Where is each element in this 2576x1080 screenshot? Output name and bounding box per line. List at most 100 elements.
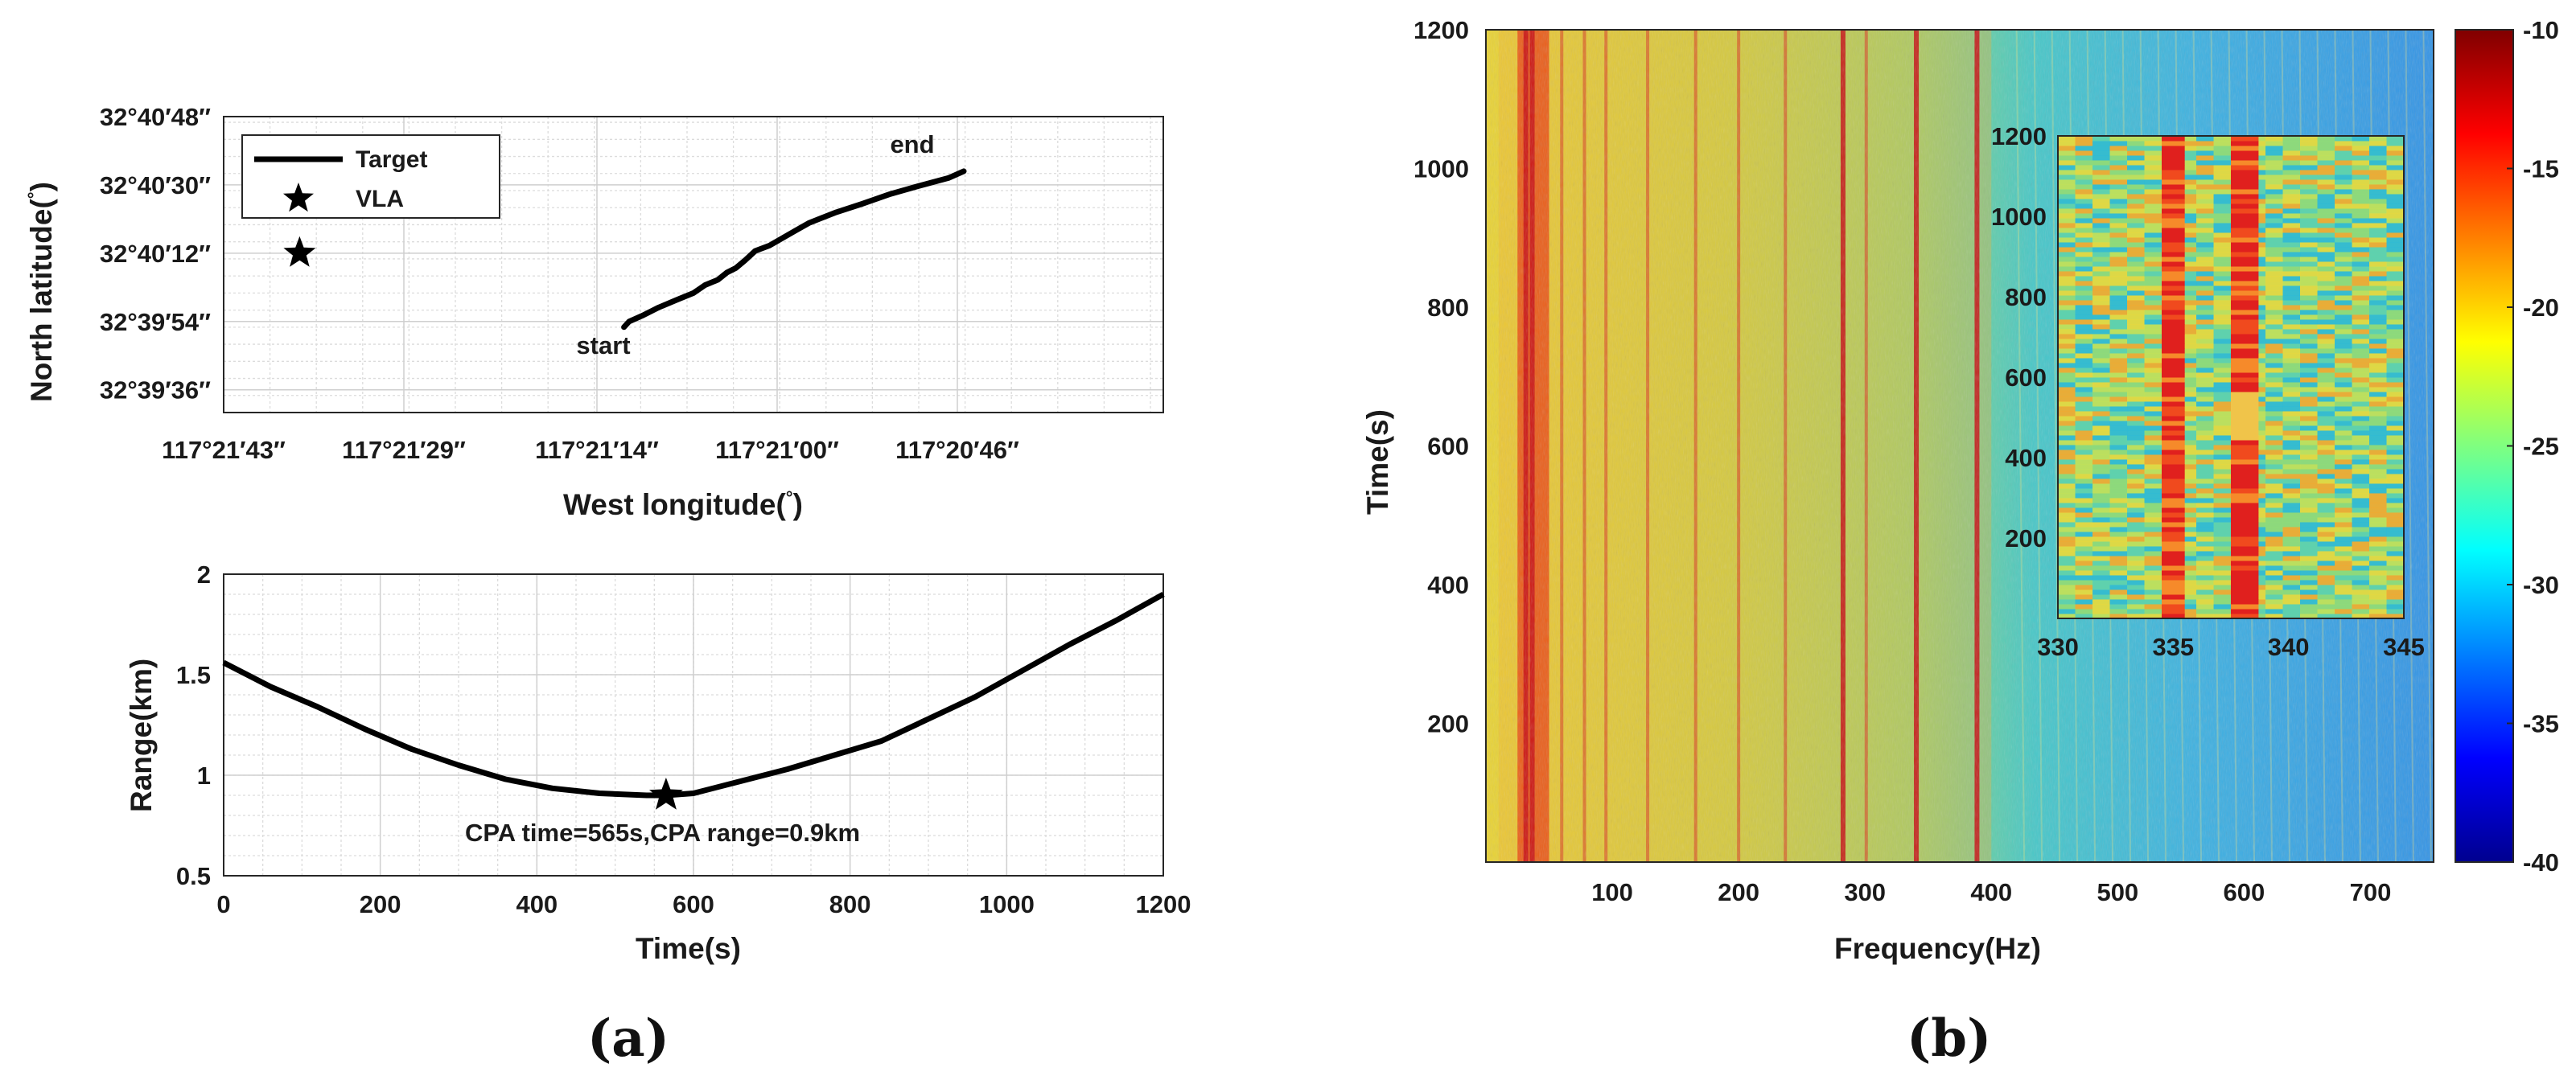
inset-cell [2369, 527, 2387, 532]
inset-cell [2213, 604, 2232, 610]
inset-cell [2335, 242, 2352, 248]
inset-cell [2109, 184, 2128, 190]
inset-cell [2352, 546, 2370, 552]
inset-cell [2282, 580, 2301, 585]
inset-cell [2109, 585, 2128, 590]
inset-cell [2109, 199, 2128, 204]
inset-cell [2075, 377, 2093, 383]
inset-cell [2352, 170, 2370, 175]
inset-band-cell [2231, 305, 2259, 310]
inset-cell [2179, 512, 2197, 518]
inset-cell [2386, 242, 2404, 248]
inset-cell [2058, 527, 2076, 532]
inset-cell [2127, 430, 2145, 436]
inset-band-cell [2162, 319, 2185, 325]
spectrogram-y-tick-label: 600 [1427, 433, 1469, 461]
inset-cell [2369, 440, 2387, 446]
inset-cell [2369, 179, 2387, 185]
inset-cell [2058, 372, 2076, 378]
inset-cell [2369, 541, 2387, 547]
inset-cell [2213, 252, 2232, 257]
inset-cell [2127, 522, 2145, 528]
inset-cell [2075, 170, 2093, 175]
inset-cell [2092, 556, 2110, 561]
inset-band-cell [2162, 493, 2185, 499]
inset-cell [2213, 213, 2232, 219]
inset-cell [2058, 348, 2076, 354]
inset-cell [2196, 551, 2214, 556]
inset-cell [2265, 411, 2283, 417]
inset-cell [2265, 498, 2283, 503]
inset-cell [2092, 498, 2110, 503]
inset-cell [2282, 203, 2301, 209]
inset-cell [2265, 146, 2283, 151]
inset-cell [2144, 242, 2162, 248]
inset-band-cell [2162, 329, 2185, 335]
inset-cell [2196, 252, 2214, 257]
inset-cell [2127, 237, 2145, 243]
inset-band-cell [2162, 541, 2185, 547]
inset-cell [2317, 218, 2335, 224]
inset-cell [2335, 257, 2352, 262]
inset-cell [2335, 194, 2352, 199]
inset-cell [2352, 184, 2370, 190]
inset-cell [2282, 512, 2301, 518]
inset-band-cell [2231, 285, 2259, 291]
inset-cell [2179, 585, 2197, 590]
inset-cell [2092, 247, 2110, 253]
inset-cell [2196, 503, 2214, 508]
inset-cell [2369, 377, 2387, 383]
inset-cell [2092, 614, 2110, 618]
inset-cell [2058, 218, 2076, 224]
inset-cell [2127, 589, 2145, 595]
inset-cell [2058, 358, 2076, 363]
inset-cell [2265, 281, 2283, 286]
inset-band-cell [2231, 319, 2259, 325]
inset-cell [2179, 276, 2197, 281]
inset-cell [2109, 136, 2128, 142]
inset-cell [2386, 363, 2404, 368]
inset-cell [2179, 319, 2197, 325]
inset-cell [2300, 454, 2318, 460]
inset-cell [2179, 474, 2197, 479]
inset-cell [2335, 237, 2352, 243]
inset-cell [2179, 136, 2197, 142]
inset-cell [2127, 247, 2145, 253]
inset-cell [2109, 155, 2128, 161]
inset-cell [2213, 281, 2232, 286]
inset-cell [2127, 527, 2145, 532]
inset-cell [2109, 469, 2128, 474]
inset-cell [2179, 565, 2197, 571]
inset-cell [2265, 208, 2283, 214]
inset-cell [2075, 319, 2093, 325]
inset-cell [2058, 261, 2076, 267]
track-x-tick-label: 117°21′14″ [535, 436, 659, 464]
inset-cell [2058, 295, 2076, 301]
inset-cell [2300, 503, 2318, 508]
inset-cell [2352, 146, 2370, 151]
inset-cell [2127, 271, 2145, 277]
inset-cell [2109, 305, 2128, 310]
inset-cell [2092, 290, 2110, 296]
inset-band-cell [2231, 175, 2259, 180]
inset-band-cell [2231, 551, 2259, 556]
inset-band-cell [2162, 194, 2185, 199]
inset-band-cell [2231, 368, 2259, 373]
inset-cell [2282, 599, 2301, 605]
inset-cell [2352, 329, 2370, 335]
inset-cell [2058, 450, 2076, 455]
inset-cell [2317, 498, 2335, 503]
inset-cell [2265, 372, 2283, 378]
inset-cell [2144, 314, 2162, 320]
inset-cell [2179, 329, 2197, 335]
inset-cell [2127, 493, 2145, 499]
inset-cell [2317, 570, 2335, 576]
inset-cell [2300, 488, 2318, 494]
inset-cell [2300, 546, 2318, 552]
inset-cell [2075, 242, 2093, 248]
inset-cell [2092, 527, 2110, 532]
inset-cell [2075, 425, 2093, 431]
inset-band-cell [2162, 334, 2185, 339]
inset-cell [2109, 203, 2128, 209]
